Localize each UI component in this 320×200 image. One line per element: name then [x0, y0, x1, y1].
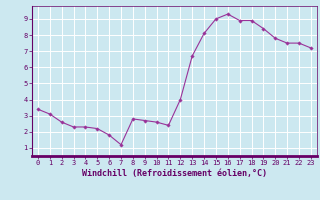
- X-axis label: Windchill (Refroidissement éolien,°C): Windchill (Refroidissement éolien,°C): [82, 169, 267, 178]
